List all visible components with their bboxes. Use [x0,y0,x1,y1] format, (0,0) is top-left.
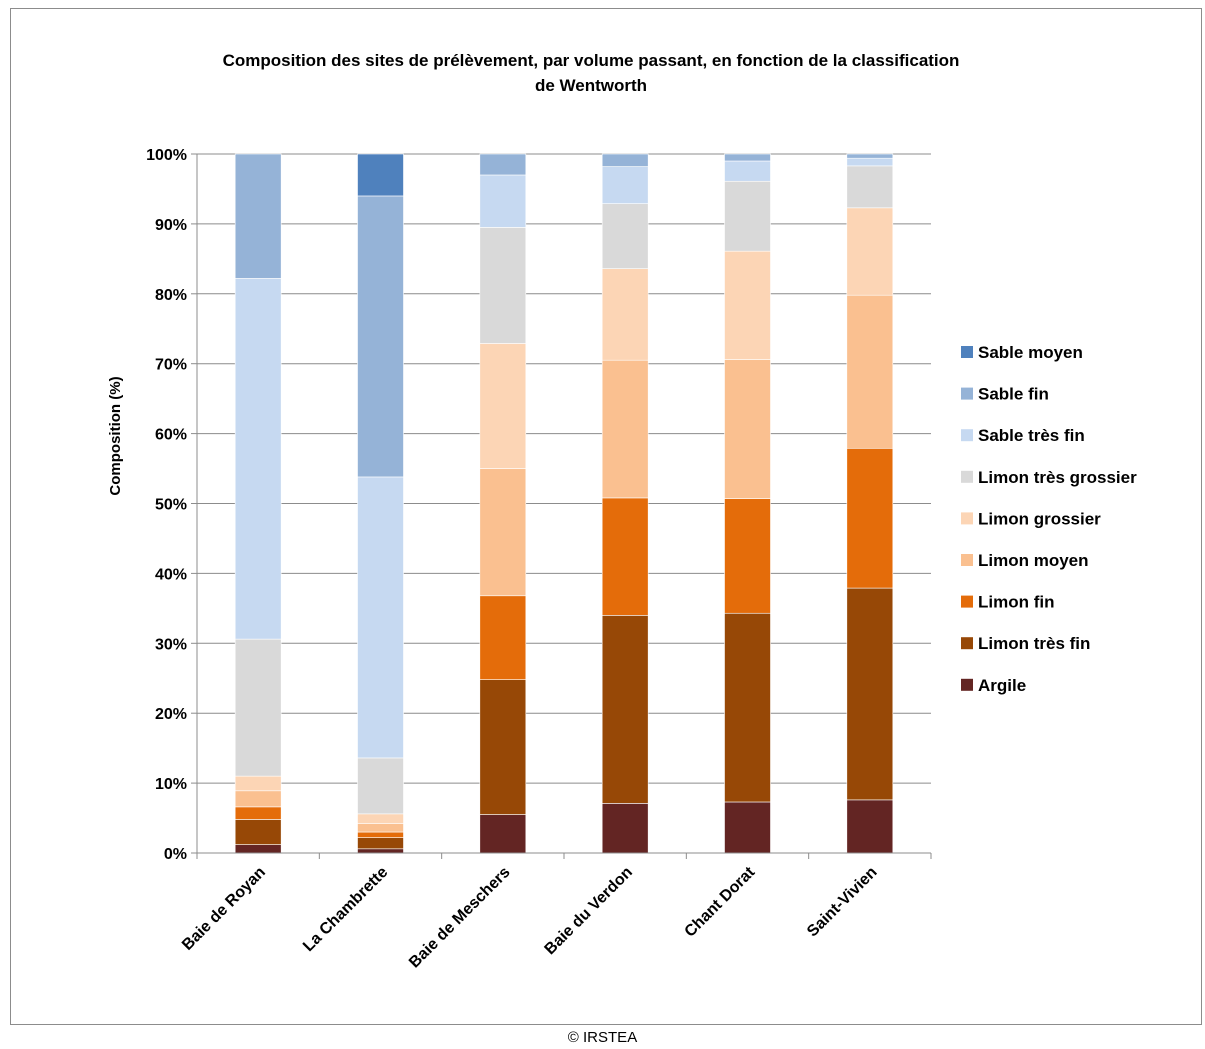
legend-swatch-0 [961,346,973,358]
axes [191,153,932,859]
y-tick-label-7: 70% [155,357,187,374]
y-tick-label-3: 30% [155,636,187,653]
bar-segment-3-5 [601,203,649,269]
bar-segment-0-5 [234,638,282,777]
bar-segment-0-6 [234,278,282,640]
bar-segment-4-1 [724,612,771,803]
bar-segment-1-2 [357,831,404,838]
bar-segment-0-4 [234,775,282,792]
y-tick-label-6: 60% [155,427,187,444]
chart-title-line-2: de Wentworth [535,76,647,95]
bar-segment-2-1 [479,679,527,815]
legend-label-1: Sable fin [978,385,1049,404]
bar-segment-2-6 [479,174,527,228]
y-axis-title: Composition (%) [107,376,124,495]
legend-label-8: Argile [978,676,1026,695]
bar-segment-0-7 [234,153,282,279]
chart-svg: Composition des sites de prélèvement, pa… [107,51,1137,971]
bar-segment-2-7 [479,153,527,176]
legend-swatch-6 [961,595,973,608]
bar-segment-4-2 [724,498,771,614]
y-tick-label-1: 10% [155,776,187,793]
bar-segment-1-1 [357,837,404,850]
bar-segment-1-0 [357,848,404,854]
legend: Sable moyen Sable fin Sable très fin Limon … [961,343,1137,695]
bar-segment-2-5 [479,227,527,344]
bar-segment-3-6 [601,166,649,204]
y-tick-label-4: 40% [155,566,187,583]
bar-segment-2-0 [479,814,527,854]
bar-segment-4-7 [724,153,771,162]
bar-segment-3-3 [601,359,649,499]
legend-swatch-3 [961,470,973,483]
legend-swatch-2 [961,429,973,442]
bar-segment-5-4 [846,207,894,296]
bar-segment-2-4 [479,343,527,469]
bar-segment-5-3 [846,294,894,449]
chart-frame: Composition des sites de prélèvement, pa… [10,8,1202,1025]
bar-segment-0-3 [234,790,282,808]
bar-segment-1-3 [357,823,404,833]
bar-segment-5-2 [846,447,894,589]
bar-segment-5-6 [846,157,894,167]
x-category-labels: Baie de Royan La Chambrette Baie de Mesche… [179,863,881,971]
x-category-label-2: Baie de Meschers [406,864,514,972]
legend-label-2: Sable très fin [978,426,1085,445]
legend-swatch-1 [961,387,973,400]
legend-swatch-8 [961,678,973,691]
bar-segment-3-7 [601,153,649,167]
bar-segment-4-6 [724,160,771,182]
bar-segment-2-2 [479,595,527,680]
bar-segment-3-0 [601,803,649,854]
bar-segment-1-4 [357,813,404,824]
x-category-label-3: Baie du Verdon [542,864,636,958]
legend-swatch-4 [961,512,973,525]
bar-segment-4-0 [724,801,771,854]
legend-label-4: Limon grossier [978,509,1101,528]
legend-label-3: Limon très grossier [978,468,1137,487]
bar-segment-5-1 [846,587,894,801]
y-tick-label-8: 80% [155,287,187,304]
y-tick-label-5: 50% [155,497,187,514]
bar-segment-5-0 [846,799,894,854]
bar-segment-1-7 [357,195,404,478]
y-tick-label-9: 90% [155,217,187,234]
bar-segment-3-1 [601,615,649,804]
y-tick-label-10: 100% [146,147,187,164]
legend-label-5: Limon moyen [978,551,1089,570]
legend-label-7: Limon très fin [978,634,1090,653]
x-category-label-5: Saint-Vivien [804,864,881,941]
chart-title: Composition des sites de prélèvement, pa… [223,51,960,95]
legend-label-0: Sable moyen [978,343,1083,362]
bar-segment-0-1 [234,819,282,845]
legend-swatch-5 [961,554,973,566]
bar-segment-3-4 [601,268,649,361]
bar-segment-4-4 [724,250,771,360]
bar-segment-1-8 [357,153,404,197]
y-tick-label-0: 0% [164,846,187,863]
bar-segment-2-3 [479,468,527,597]
bars [234,153,894,854]
gridlines [197,153,931,784]
bar-segment-3-2 [601,497,649,616]
bar-segment-1-6 [357,476,404,759]
bar-segment-0-0 [234,844,282,854]
copyright-text: © IRSTEA [567,1029,638,1046]
y-tick-label-2: 20% [155,706,187,723]
legend-label-6: Limon fin [978,593,1054,612]
x-category-label-4: Chant Dorat [682,863,759,940]
bar-segment-4-5 [724,180,771,252]
legend-swatch-7 [961,637,973,650]
x-category-label-1: La Chambrette [300,864,391,955]
chart-title-line-1: Composition des sites de prélèvement, pa… [223,51,960,70]
bar-segment-0-2 [234,806,282,820]
bar-segment-5-7 [846,153,894,159]
x-category-label-0: Baie de Royan [179,864,269,954]
bar-segment-5-5 [846,165,894,209]
bar-segment-1-5 [357,757,404,815]
y-tick-labels: 0% 10% 20% 30% 40% 50% 60% 70% 80% 90% 100% [146,147,187,863]
bar-segment-4-3 [724,359,771,499]
